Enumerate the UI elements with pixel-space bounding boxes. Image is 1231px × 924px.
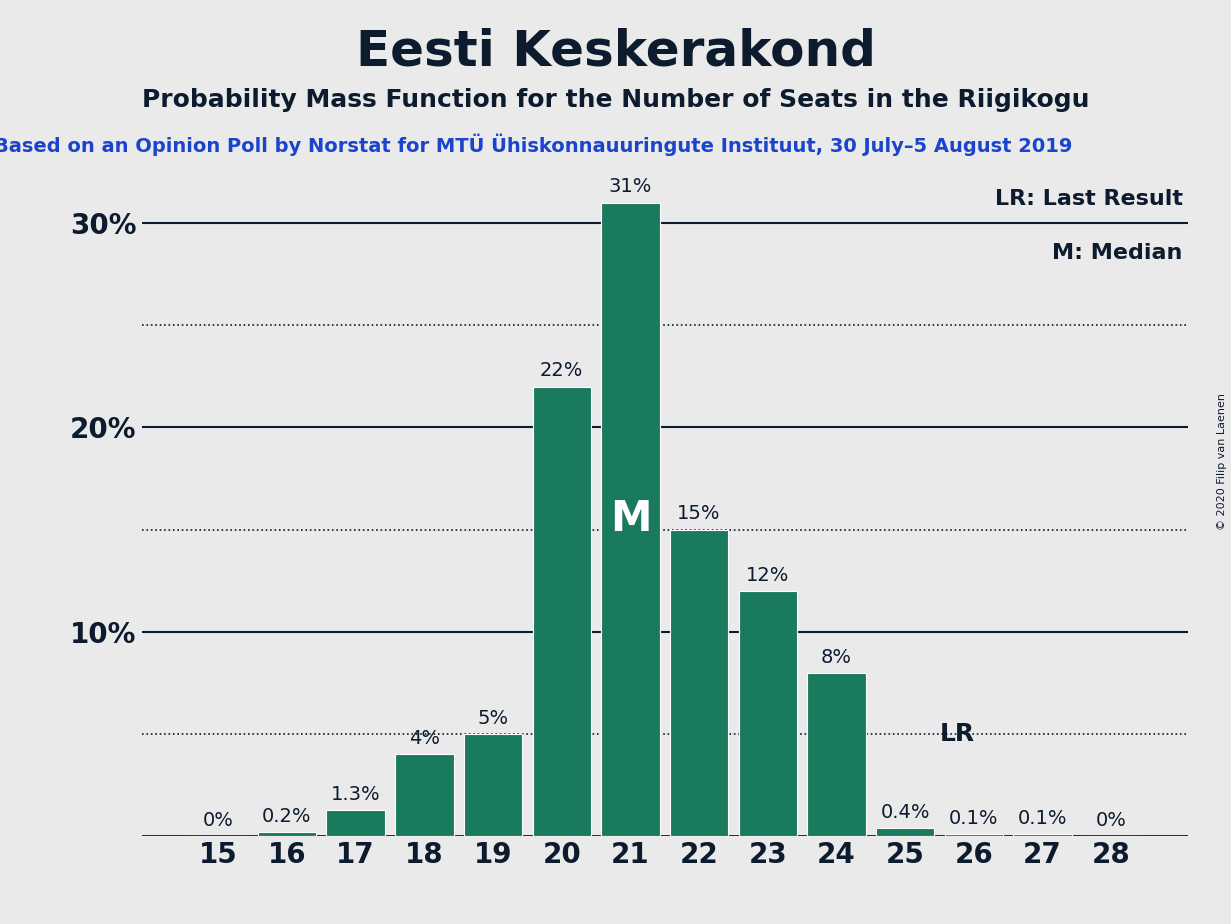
Bar — [808, 673, 865, 836]
Text: M: Median: M: Median — [1053, 243, 1183, 262]
Bar — [326, 809, 385, 836]
Text: Eesti Keskerakond: Eesti Keskerakond — [356, 28, 875, 76]
Text: 0.4%: 0.4% — [880, 803, 929, 822]
Text: 8%: 8% — [821, 648, 852, 666]
Text: 0.1%: 0.1% — [1018, 809, 1067, 828]
Bar — [601, 202, 660, 836]
Text: 22%: 22% — [540, 361, 583, 381]
Text: LR: Last Result: LR: Last Result — [995, 188, 1183, 209]
Bar — [1013, 834, 1072, 836]
Bar — [944, 834, 1003, 836]
Bar — [739, 591, 796, 836]
Text: M: M — [609, 498, 651, 541]
Bar — [533, 386, 591, 836]
Text: 0%: 0% — [203, 811, 234, 830]
Bar — [876, 828, 934, 836]
Text: 0%: 0% — [1096, 811, 1126, 830]
Text: LR: LR — [939, 722, 975, 746]
Bar — [395, 755, 453, 836]
Text: 12%: 12% — [746, 565, 789, 585]
Text: 15%: 15% — [677, 505, 721, 524]
Text: 0.1%: 0.1% — [949, 809, 998, 828]
Text: 1.3%: 1.3% — [331, 784, 380, 804]
Bar — [464, 734, 522, 836]
Bar — [257, 833, 316, 836]
Text: 0.2%: 0.2% — [262, 807, 311, 826]
Text: 31%: 31% — [608, 177, 652, 197]
Text: 4%: 4% — [409, 729, 439, 748]
Text: Probability Mass Function for the Number of Seats in the Riigikogu: Probability Mass Function for the Number… — [142, 88, 1089, 112]
Bar — [670, 529, 729, 836]
Text: Based on an Opinion Poll by Norstat for MTÜ Ühiskonnauuringute Instituut, 30 Jul: Based on an Opinion Poll by Norstat for … — [0, 134, 1072, 156]
Text: 5%: 5% — [478, 709, 508, 728]
Text: © 2020 Filip van Laenen: © 2020 Filip van Laenen — [1217, 394, 1227, 530]
